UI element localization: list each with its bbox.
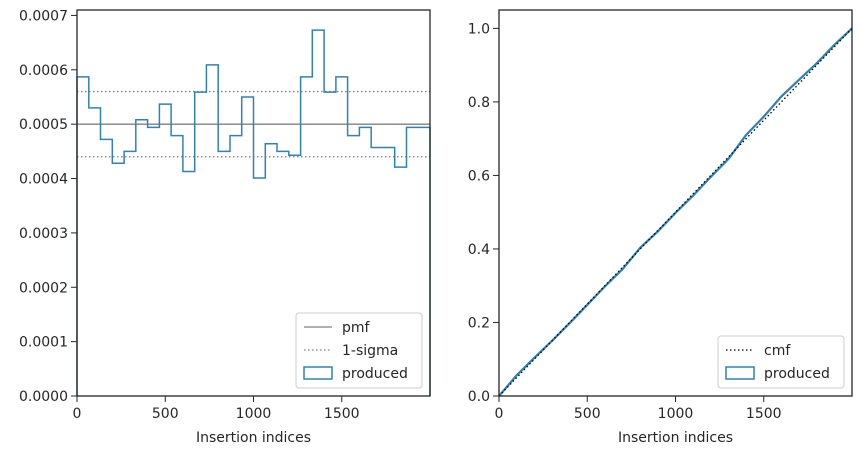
legend-produced-swatch bbox=[725, 366, 755, 380]
y-tick-label: 0.0000 bbox=[19, 389, 68, 405]
y-tick-label: 0.0006 bbox=[19, 63, 68, 79]
axes-frame bbox=[76, 9, 431, 397]
left-pmf-panel: 0 500 1000 1500 0.0000 0.0001 0.0002 0.0003 0.00… bbox=[19, 8, 431, 446]
y-tick-label: 0.2 bbox=[468, 315, 490, 331]
y-tick-label: 0.4 bbox=[468, 242, 490, 258]
x-tick-label: 1500 bbox=[324, 406, 360, 422]
legend: pmf 1-sigma produced bbox=[295, 312, 423, 389]
x-axis-label: Insertion indices bbox=[196, 430, 311, 446]
legend-box bbox=[717, 335, 845, 389]
legend-label-produced: produced bbox=[342, 366, 408, 382]
x-axis-label: Insertion indices bbox=[618, 430, 733, 446]
legend-label-1-sigma: 1-sigma bbox=[342, 343, 398, 359]
cmf-line bbox=[498, 27, 853, 397]
y-tick-label: 0.0 bbox=[468, 389, 490, 405]
x-tick-label: 500 bbox=[152, 406, 179, 422]
legend-label-produced: produced bbox=[764, 366, 830, 382]
y-tick-label: 0.0002 bbox=[19, 280, 68, 296]
legend-label-pmf: pmf bbox=[342, 320, 371, 336]
legend-produced-swatch bbox=[303, 366, 333, 380]
legend: cmf produced bbox=[717, 335, 845, 389]
x-tick-label: 1000 bbox=[236, 406, 272, 422]
x-tick-label: 0 bbox=[495, 406, 504, 422]
y-tick-label: 0.0004 bbox=[19, 172, 68, 188]
y-tick-label: 0.8 bbox=[468, 95, 490, 111]
right-cmf-panel: 0 500 1000 1500 0.0 0.2 0.4 0.6 0.8 1.0 Insertion … bbox=[468, 9, 853, 446]
y-tick-label: 0.0001 bbox=[19, 335, 68, 351]
y-tick-label: 0.0003 bbox=[19, 226, 68, 242]
x-tick-label: 1000 bbox=[658, 406, 694, 422]
x-tick-label: 1500 bbox=[746, 406, 782, 422]
legend-box bbox=[295, 312, 423, 389]
y-tick-label: 1.0 bbox=[468, 21, 490, 37]
axes-frame bbox=[498, 9, 853, 397]
legend-label-cmf: cmf bbox=[764, 343, 791, 359]
y-tick-label: 0.0005 bbox=[19, 117, 68, 133]
y-tick-label: 0.6 bbox=[468, 168, 490, 184]
y-tick-label: 0.0007 bbox=[19, 8, 68, 24]
produced-histogram bbox=[76, 29, 431, 396]
x-tick-label: 0 bbox=[73, 406, 82, 422]
x-tick-label: 500 bbox=[574, 406, 601, 422]
